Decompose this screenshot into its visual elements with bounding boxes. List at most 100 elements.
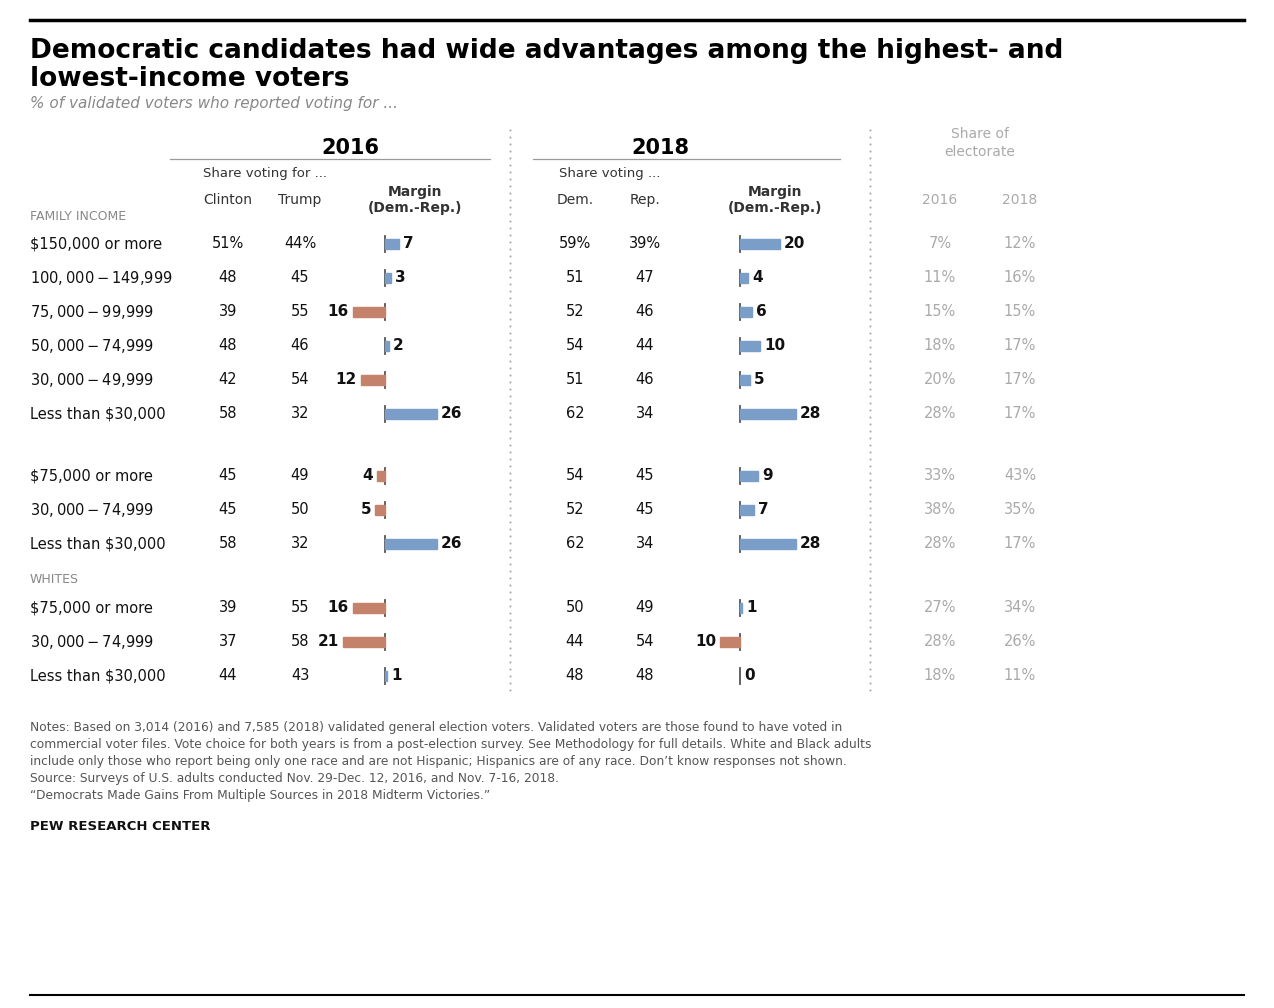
Bar xyxy=(343,637,385,647)
Text: 58: 58 xyxy=(219,536,237,551)
Bar xyxy=(361,375,385,385)
Text: 16: 16 xyxy=(327,304,349,320)
Text: 21: 21 xyxy=(317,634,339,649)
Text: 34: 34 xyxy=(636,536,654,551)
Text: 2018: 2018 xyxy=(631,138,689,158)
Bar xyxy=(740,239,780,249)
Text: Rep.: Rep. xyxy=(629,193,660,207)
Text: 39: 39 xyxy=(219,304,237,320)
Text: 51%: 51% xyxy=(211,237,245,252)
Text: 10: 10 xyxy=(764,339,785,354)
Text: $150,000 or more: $150,000 or more xyxy=(31,237,162,252)
Text: $30,000-$74,999: $30,000-$74,999 xyxy=(31,501,154,519)
Text: 51: 51 xyxy=(566,270,585,285)
Text: 42: 42 xyxy=(219,373,237,387)
Text: 58: 58 xyxy=(219,406,237,421)
Text: 17%: 17% xyxy=(1004,536,1036,551)
Bar xyxy=(385,671,387,681)
Text: 49: 49 xyxy=(636,601,655,616)
Text: 46: 46 xyxy=(636,304,655,320)
Text: 18%: 18% xyxy=(924,668,956,683)
Text: 54: 54 xyxy=(636,634,655,649)
Text: $75,000-$99,999: $75,000-$99,999 xyxy=(31,303,154,321)
Text: 7: 7 xyxy=(403,237,414,252)
Text: 1: 1 xyxy=(391,668,401,683)
Text: 2: 2 xyxy=(392,339,404,354)
Text: $75,000 or more: $75,000 or more xyxy=(31,469,153,484)
Text: 26: 26 xyxy=(441,406,462,421)
Text: PEW RESEARCH CENTER: PEW RESEARCH CENTER xyxy=(31,820,210,833)
Text: 52: 52 xyxy=(566,304,585,320)
Text: 51: 51 xyxy=(566,373,585,387)
Bar xyxy=(740,539,796,549)
Text: Less than $30,000: Less than $30,000 xyxy=(31,406,166,421)
Text: Less than $30,000: Less than $30,000 xyxy=(31,668,166,683)
Text: 39%: 39% xyxy=(629,237,661,252)
Text: 46: 46 xyxy=(636,373,655,387)
Text: Democratic candidates had wide advantages among the highest- and: Democratic candidates had wide advantage… xyxy=(31,38,1064,64)
Text: include only those who report being only one race and are not Hispanic; Hispanic: include only those who report being only… xyxy=(31,755,847,768)
Text: 18%: 18% xyxy=(924,339,956,354)
Text: 16%: 16% xyxy=(1004,270,1036,285)
Text: 62: 62 xyxy=(566,536,585,551)
Text: Notes: Based on 3,014 (2016) and 7,585 (2018) validated general election voters.: Notes: Based on 3,014 (2016) and 7,585 (… xyxy=(31,721,842,734)
Text: 28: 28 xyxy=(800,536,822,551)
Text: 33%: 33% xyxy=(924,469,956,484)
Text: $30,000-$49,999: $30,000-$49,999 xyxy=(31,371,154,389)
Text: Trump: Trump xyxy=(278,193,322,207)
Text: 43%: 43% xyxy=(1004,469,1036,484)
Text: 11%: 11% xyxy=(924,270,956,285)
Text: 44: 44 xyxy=(566,634,585,649)
Bar xyxy=(375,505,385,515)
Text: 34: 34 xyxy=(636,406,654,421)
Bar xyxy=(353,307,385,317)
Text: 44: 44 xyxy=(219,668,237,683)
Bar xyxy=(353,603,385,613)
Bar xyxy=(740,273,748,283)
Text: 54: 54 xyxy=(566,339,585,354)
Bar xyxy=(740,375,750,385)
Bar xyxy=(740,341,761,351)
Text: 38%: 38% xyxy=(924,503,956,517)
Text: 4: 4 xyxy=(752,270,763,285)
Text: commercial voter files. Vote choice for both years is from a post-election surve: commercial voter files. Vote choice for … xyxy=(31,738,871,751)
Text: 45: 45 xyxy=(219,469,237,484)
Text: Dem.: Dem. xyxy=(557,193,594,207)
Text: 0: 0 xyxy=(744,668,754,683)
Text: 9: 9 xyxy=(762,469,772,484)
Text: 48: 48 xyxy=(636,668,655,683)
Text: 35%: 35% xyxy=(1004,503,1036,517)
Bar xyxy=(740,505,754,515)
Text: “Democrats Made Gains From Multiple Sources in 2018 Midterm Victories.”: “Democrats Made Gains From Multiple Sour… xyxy=(31,789,490,802)
Text: 12: 12 xyxy=(336,373,357,387)
Text: 20: 20 xyxy=(784,237,805,252)
Text: 6: 6 xyxy=(755,304,767,320)
Text: 11%: 11% xyxy=(1004,668,1036,683)
Bar xyxy=(720,637,740,647)
Text: % of validated voters who reported voting for ...: % of validated voters who reported votin… xyxy=(31,96,397,111)
Text: Source: Surveys of U.S. adults conducted Nov. 29-Dec. 12, 2016, and Nov. 7-16, 2: Source: Surveys of U.S. adults conducted… xyxy=(31,772,559,785)
Text: 39: 39 xyxy=(219,601,237,616)
Text: 7%: 7% xyxy=(929,237,952,252)
Bar xyxy=(740,307,752,317)
Text: $100,000-$149,999: $100,000-$149,999 xyxy=(31,269,173,287)
Bar xyxy=(385,409,437,419)
Text: 62: 62 xyxy=(566,406,585,421)
Text: 4: 4 xyxy=(362,469,373,484)
Text: FAMILY INCOME: FAMILY INCOME xyxy=(31,210,126,223)
Text: 44: 44 xyxy=(636,339,655,354)
Text: 32: 32 xyxy=(290,536,310,551)
Text: 2018: 2018 xyxy=(1003,193,1037,207)
Text: 10: 10 xyxy=(694,634,716,649)
Text: 49: 49 xyxy=(290,469,310,484)
Text: 52: 52 xyxy=(566,503,585,517)
Text: Less than $30,000: Less than $30,000 xyxy=(31,536,166,551)
Text: 26: 26 xyxy=(441,536,462,551)
Text: Share voting ...: Share voting ... xyxy=(559,166,661,179)
Bar xyxy=(385,273,391,283)
Text: 5: 5 xyxy=(754,373,764,387)
Bar xyxy=(385,239,399,249)
Text: 28%: 28% xyxy=(924,406,957,421)
Text: 16: 16 xyxy=(327,601,349,616)
Bar xyxy=(385,341,389,351)
